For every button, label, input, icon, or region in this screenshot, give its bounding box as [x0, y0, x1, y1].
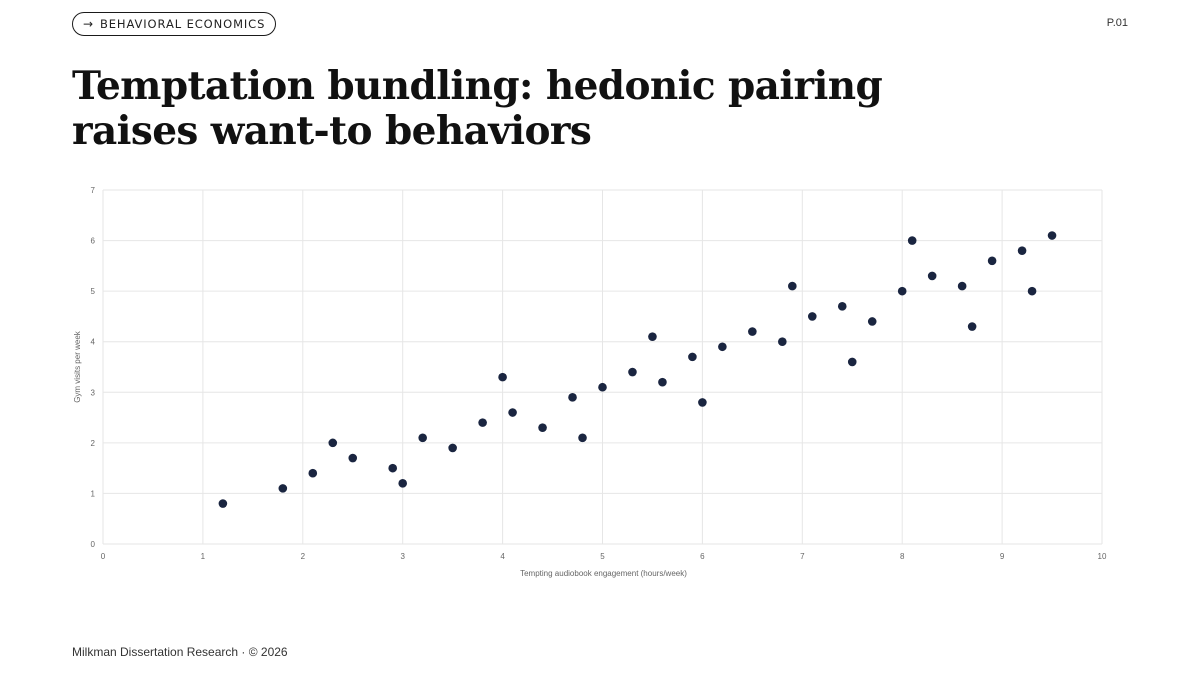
data-point — [967, 322, 977, 331]
data-point — [398, 479, 408, 488]
data-point — [1027, 286, 1037, 296]
data-point — [867, 317, 877, 326]
x-tick-label: 2 — [301, 552, 306, 561]
y-axis-label: Gym visits per week — [73, 330, 82, 403]
data-point — [508, 408, 517, 417]
data-point — [568, 393, 577, 402]
data-point — [688, 352, 697, 362]
data-point — [778, 337, 787, 347]
data-point — [448, 443, 457, 453]
data-point — [1017, 246, 1027, 255]
x-tick-label: 7 — [800, 552, 805, 561]
page-number: P.01 — [1106, 17, 1128, 29]
x-tick-label: 4 — [500, 552, 505, 561]
data-point — [847, 357, 857, 367]
x-tick-label: 10 — [1098, 552, 1107, 561]
footer-text: Milkman Dissertation Research · © 2026 — [72, 645, 288, 659]
page-title: Temptation bundling: hedonic pairing rai… — [72, 63, 883, 154]
y-tick-label: 7 — [91, 186, 96, 195]
data-point — [807, 312, 817, 321]
chart-points — [218, 231, 1057, 508]
data-point — [598, 382, 607, 392]
data-point — [907, 236, 917, 245]
data-point — [578, 433, 587, 443]
x-tick-label: 6 — [700, 552, 705, 561]
arrow-right-icon: → — [83, 17, 94, 31]
x-tick-label: 3 — [400, 552, 405, 561]
x-tick-label: 1 — [201, 552, 206, 561]
y-tick-label: 0 — [91, 540, 96, 549]
data-point — [1047, 231, 1057, 240]
y-tick-label: 2 — [91, 439, 96, 448]
data-point — [388, 463, 398, 473]
data-point — [987, 256, 997, 266]
data-point — [628, 367, 637, 377]
section-tag-label: BEHAVIORAL ECONOMICS — [99, 17, 266, 31]
data-point — [218, 499, 228, 508]
y-tick-label: 4 — [91, 338, 96, 347]
data-point — [278, 484, 288, 493]
data-point — [308, 468, 318, 478]
data-point — [957, 281, 967, 291]
data-point — [788, 281, 797, 291]
data-point — [748, 327, 757, 336]
data-point — [498, 372, 507, 382]
chart-grid — [102, 189, 1103, 545]
y-tick-label: 3 — [91, 388, 96, 397]
chart-ticks: 0 1 2 3 4 5 6 7 8 9 10 0 1 2 3 4 5 6 7 — [91, 186, 1107, 561]
data-point — [538, 423, 547, 432]
y-tick-label: 6 — [91, 237, 96, 246]
data-point — [837, 302, 847, 311]
data-point — [328, 438, 338, 448]
data-point — [718, 342, 727, 352]
x-tick-label: 8 — [900, 552, 905, 561]
data-point — [698, 398, 707, 407]
y-tick-label: 1 — [91, 489, 96, 498]
x-tick-label: 0 — [101, 552, 106, 561]
data-point — [418, 433, 427, 443]
data-point — [478, 418, 487, 427]
x-axis-label: Tempting audiobook engagement (hours/wee… — [520, 569, 687, 578]
x-tick-label: 5 — [600, 552, 605, 561]
data-point — [897, 286, 907, 296]
data-point — [658, 377, 667, 387]
section-tag: → BEHAVIORAL ECONOMICS — [72, 12, 277, 36]
x-tick-label: 9 — [1000, 552, 1005, 561]
data-point — [348, 453, 358, 463]
y-tick-label: 5 — [91, 287, 96, 296]
data-point — [648, 332, 657, 341]
data-point — [927, 271, 937, 281]
